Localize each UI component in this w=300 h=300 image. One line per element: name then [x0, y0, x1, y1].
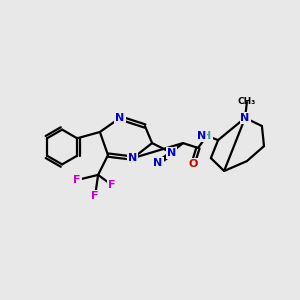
Text: F: F [91, 191, 99, 201]
Text: H: H [202, 131, 211, 141]
Text: N: N [154, 158, 163, 168]
Text: N: N [197, 131, 206, 141]
Text: N: N [241, 113, 250, 123]
Text: N: N [116, 113, 124, 123]
Text: F: F [108, 180, 116, 190]
Text: N: N [167, 148, 176, 158]
Text: F: F [73, 175, 81, 185]
Text: CH₃: CH₃ [238, 98, 256, 106]
Text: N: N [128, 153, 137, 163]
Text: O: O [188, 159, 198, 169]
